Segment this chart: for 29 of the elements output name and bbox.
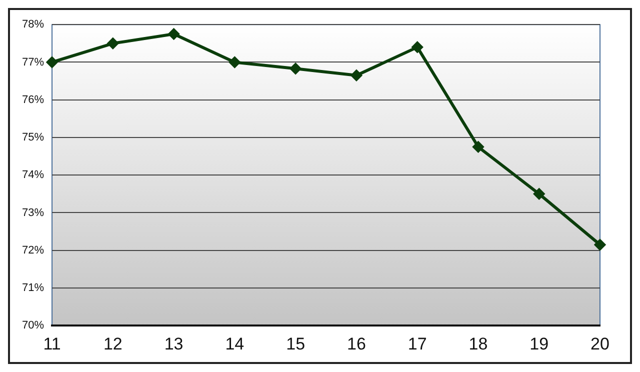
x-tick-label: 19 xyxy=(530,334,549,354)
point xyxy=(412,42,423,53)
point xyxy=(168,28,180,40)
x-tick-label: 15 xyxy=(286,334,306,354)
y-tick-label: 70% xyxy=(22,320,44,332)
x-tick-label: 20 xyxy=(590,334,610,354)
point xyxy=(350,70,362,81)
y-tick-label: 76% xyxy=(22,94,44,106)
point xyxy=(472,141,484,152)
point xyxy=(594,239,606,250)
point xyxy=(46,56,58,68)
y-tick-label: 78% xyxy=(22,18,44,31)
point xyxy=(290,63,302,74)
x-tick-label: 16 xyxy=(346,334,366,354)
point xyxy=(229,56,240,68)
y-tick-label: 72% xyxy=(22,244,44,256)
point xyxy=(534,188,545,200)
x-tick-label: 17 xyxy=(408,334,427,354)
y-tick-label: 73% xyxy=(22,206,44,219)
x-tick-label: 14 xyxy=(225,334,244,354)
y-tick-label: 77% xyxy=(22,56,44,68)
x-tick-label: 13 xyxy=(164,334,184,354)
x-tick-label: 18 xyxy=(468,334,488,354)
x-tick-label: 11 xyxy=(43,334,61,354)
point xyxy=(107,38,118,49)
x-tick-label: 12 xyxy=(103,334,122,354)
y-tick-label: 71% xyxy=(22,282,44,294)
y-tick-label: 75% xyxy=(22,132,44,144)
y-tick-label: 74% xyxy=(22,169,44,182)
